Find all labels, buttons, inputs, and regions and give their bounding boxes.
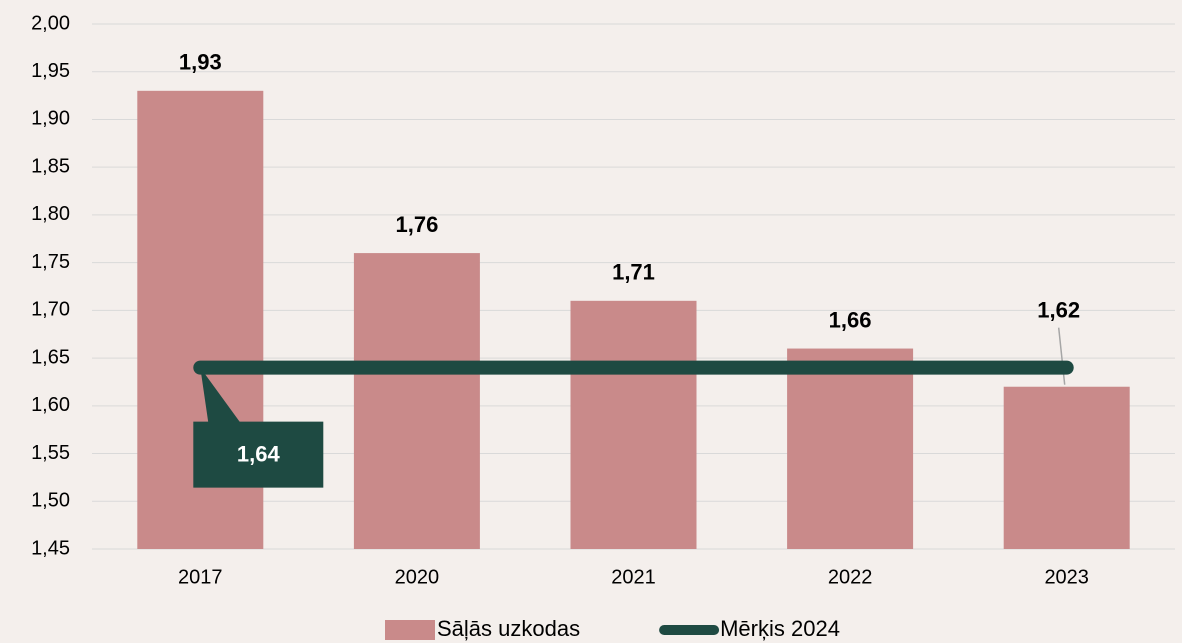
legend-swatch [385,620,435,640]
x-tick-label: 2020 [395,566,440,588]
x-tick-label: 2023 [1044,566,1089,588]
y-tick-label: 1,60 [31,394,70,416]
y-tick-label: 1,85 [31,155,70,177]
data-label: 1,93 [179,50,222,75]
y-tick-label: 1,80 [31,203,70,225]
x-tick-label: 2017 [178,566,223,588]
data-label: 1,64 [237,441,281,466]
data-label: 1,66 [829,307,872,332]
callout-box [193,421,324,488]
y-tick-label: 1,95 [31,60,70,82]
y-tick-label: 1,65 [31,346,70,368]
data-label: 1,71 [612,260,655,285]
x-tick-label: 2022 [828,566,873,588]
callout [200,367,241,423]
y-tick-label: 1,50 [31,490,70,512]
legend-label: Sāļās uzkodas [437,616,580,641]
data-label: 1,62 [1037,298,1080,323]
bar [787,348,914,549]
y-tick-label: 1,70 [31,299,70,321]
legend: Sāļās uzkodas Mērķis 2024 [385,616,840,641]
leader-line [1057,327,1066,385]
bar [1003,386,1130,549]
y-tick-label: 1,55 [31,442,70,464]
x-tick-label: 2021 [611,566,656,588]
legend-label: Mērķis 2024 [720,616,840,641]
y-tick-label: 2,00 [31,12,70,34]
y-tick-label: 1,90 [31,108,70,130]
bar [353,253,480,549]
y-tick-label: 1,75 [31,251,70,273]
y-tick-label: 1,45 [31,537,70,559]
data-label: 1,76 [395,212,438,237]
bar [570,300,697,549]
